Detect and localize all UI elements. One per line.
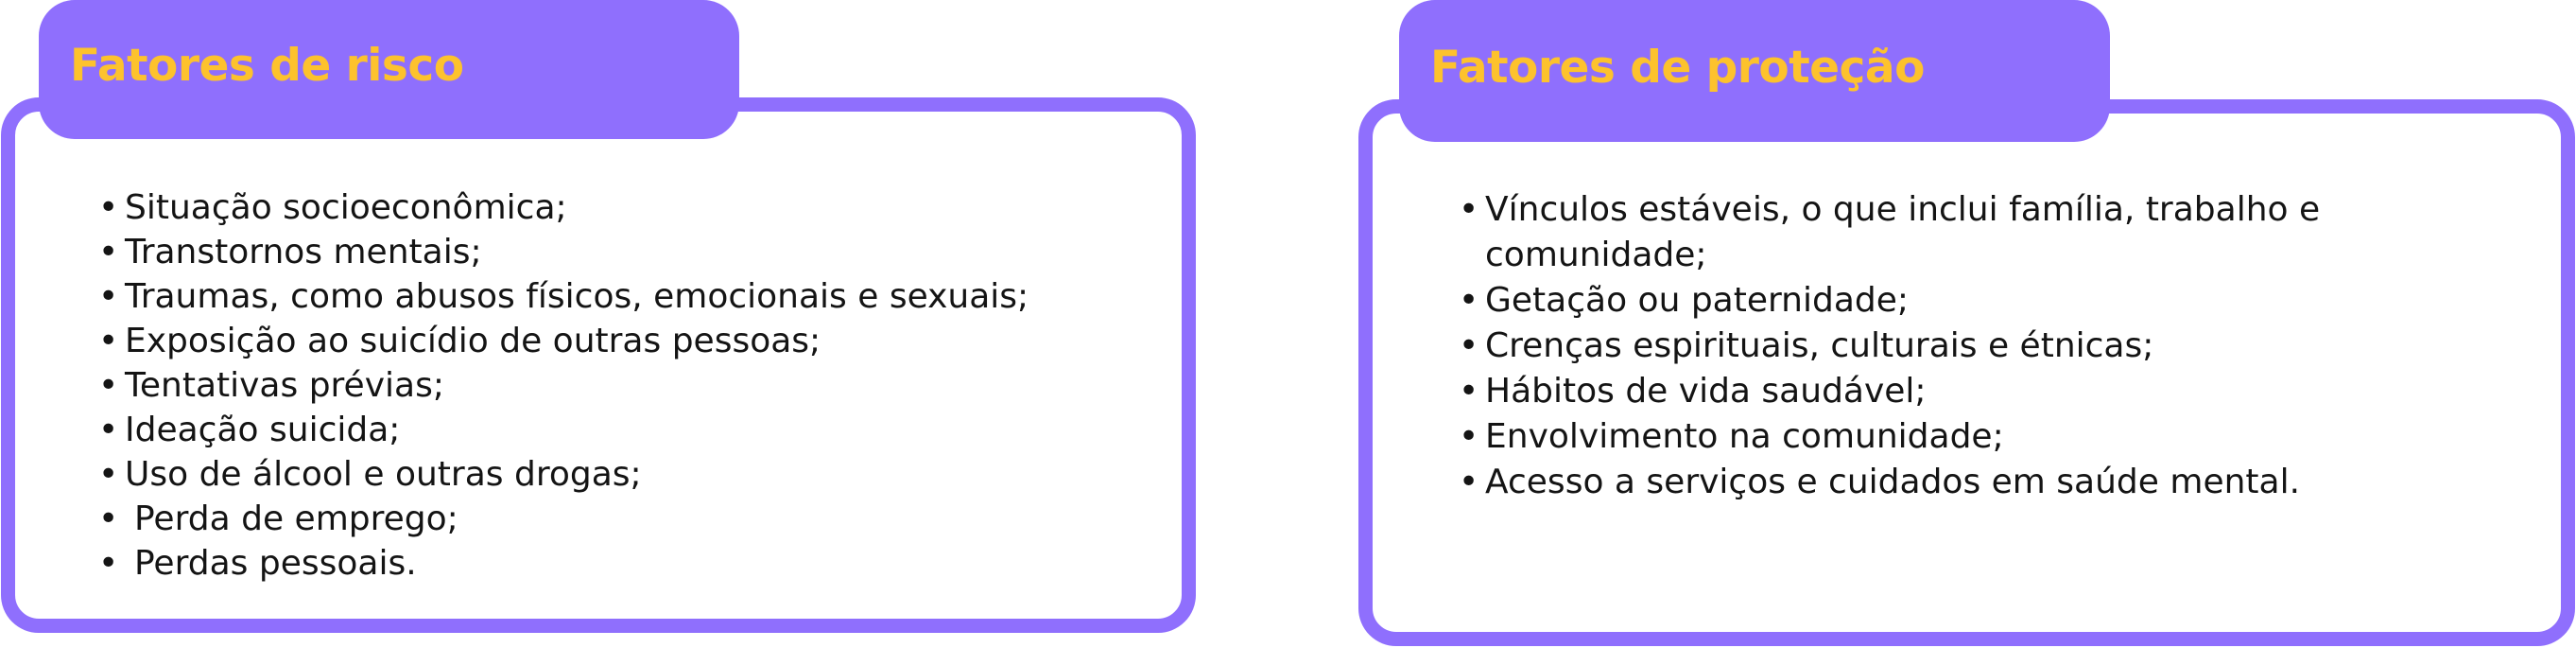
list-item: Envolvimento na comunidade; bbox=[1459, 414, 2517, 460]
list-item: Traumas, como abusos físicos, emocionais… bbox=[98, 274, 1176, 319]
protection-factors-header: Fatores de proteção bbox=[1399, 0, 2110, 142]
list-item: Crenças espirituais, culturais e étnicas… bbox=[1459, 324, 2517, 369]
list-item: Situação socioeconômica; bbox=[98, 185, 1176, 230]
protection-factors-title: Fatores de proteção bbox=[1430, 41, 1925, 94]
risk-factors-header: Fatores de risco bbox=[39, 0, 739, 139]
list-item: Exposição ao suicídio de outras pessoas; bbox=[98, 319, 1176, 363]
list-item: Uso de álcool e outras drogas; bbox=[98, 452, 1176, 497]
risk-factors-title: Fatores de risco bbox=[70, 40, 464, 92]
list-item: Ideação suicida; bbox=[98, 408, 1176, 452]
list-item: Getação ou paternidade; bbox=[1459, 278, 2517, 324]
protection-factors-list: Vínculos estáveis, o que inclui família,… bbox=[1459, 187, 2517, 505]
list-item: Acesso a serviços e cuidados em saúde me… bbox=[1459, 460, 2517, 505]
list-item: Perdas pessoais. bbox=[98, 541, 1176, 586]
list-item: Vínculos estáveis, o que inclui família,… bbox=[1459, 187, 2517, 278]
list-item: Perda de emprego; bbox=[98, 497, 1176, 541]
risk-factors-list: Situação socioeconômica; Transtornos men… bbox=[98, 185, 1176, 586]
list-item: Tentativas prévias; bbox=[98, 363, 1176, 408]
list-item: Hábitos de vida saudável; bbox=[1459, 369, 2517, 414]
list-item: Transtornos mentais; bbox=[98, 230, 1176, 274]
